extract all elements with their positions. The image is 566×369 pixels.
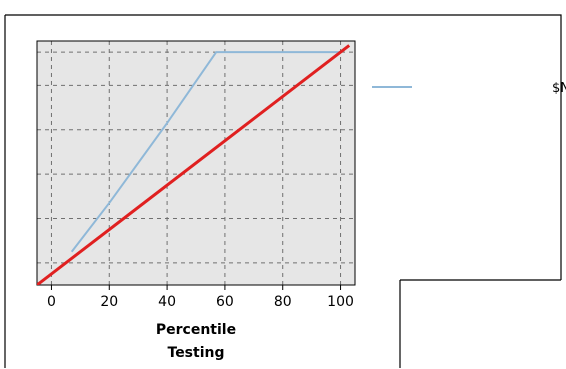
frame-border bbox=[4, 14, 562, 368]
legend-label: $N-شاخص نهایی bbox=[552, 81, 566, 96]
x-tick-label: 80 bbox=[274, 294, 292, 310]
series-line-reference bbox=[37, 44, 351, 285]
x-axis-title-line2: Testing bbox=[168, 345, 225, 361]
x-tick-label: 60 bbox=[216, 294, 234, 310]
x-tick-label: 100 bbox=[327, 294, 354, 310]
x-tick-label: 0 bbox=[47, 294, 56, 310]
plot-border bbox=[36, 40, 356, 286]
x-axis-title-line1: Percentile bbox=[156, 322, 236, 338]
series-line-primary bbox=[70, 51, 341, 253]
plot-area: 0 20 40 60 80 100 bbox=[36, 40, 356, 310]
x-tick-label: 40 bbox=[158, 294, 176, 310]
x-tick-label: 20 bbox=[100, 294, 118, 310]
legend: $N-شاخص نهایی bbox=[372, 81, 566, 96]
